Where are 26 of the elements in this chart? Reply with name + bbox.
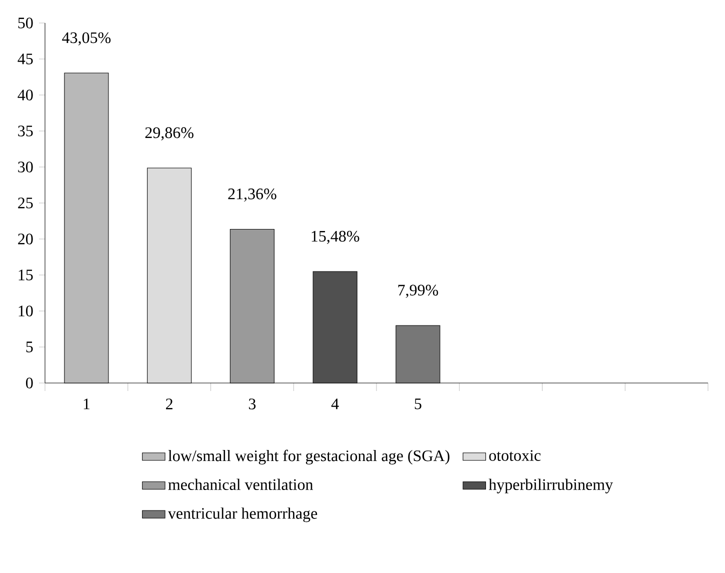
y-tick-label: 45 — [18, 54, 33, 64]
legend-label: mechanical ventilation — [168, 478, 313, 490]
legend-label: ototoxic — [489, 450, 541, 461]
x-tick-label: 1 — [84, 398, 90, 410]
y-tick-label: 50 — [18, 18, 33, 28]
y-tick-label: 40 — [18, 90, 33, 100]
data-label: 43,05% — [62, 32, 111, 46]
data-label: 29,86% — [145, 127, 194, 140]
y-tick-label: 35 — [18, 126, 33, 136]
x-tick-label: 5 — [414, 398, 422, 410]
y-tick-label: 0 — [26, 378, 33, 388]
legend-label: low/small weight for gestacional age (SGA) — [168, 450, 450, 465]
y-tick-label: 25 — [18, 198, 33, 208]
y-tick-label: 5 — [26, 342, 33, 352]
x-tick-label: 4 — [331, 398, 339, 410]
legend-label: hyperbilirrubinemy — [488, 478, 613, 494]
x-tick-label: 2 — [166, 398, 172, 410]
y-tick-label: 30 — [18, 162, 33, 172]
legend-label: ventricular hemorrhage — [168, 508, 318, 522]
data-label: 15,48% — [312, 230, 360, 244]
y-tick-label: 10 — [18, 306, 33, 316]
x-tick-label: 3 — [248, 398, 256, 410]
data-label: 7,99% — [398, 284, 438, 298]
data-label: 21,36% — [228, 188, 276, 202]
y-tick-label: 20 — [18, 234, 33, 244]
y-tick-label: 15 — [18, 270, 33, 280]
